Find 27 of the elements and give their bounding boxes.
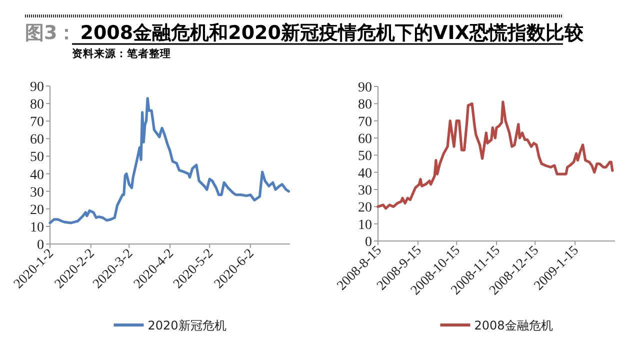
y-tick-label: 80 — [30, 98, 44, 113]
y-tick-label: 20 — [30, 202, 44, 218]
y-tick-label: 30 — [30, 185, 44, 200]
y-tick-label: 40 — [30, 168, 44, 183]
y-tick-label: 10 — [358, 218, 372, 233]
y-tick-label: 40 — [358, 166, 372, 182]
text: 资料来源：笔者整理 — [72, 47, 171, 60]
caption: 图3： — [25, 22, 76, 44]
y-tick-label: 50 — [358, 149, 372, 164]
y-tick-label: 60 — [358, 132, 372, 147]
legend-label: 2008金融危机 — [474, 318, 553, 332]
y-tick-label: 0 — [37, 238, 44, 253]
line-series — [376, 100, 614, 210]
y-tick-label: 30 — [358, 184, 372, 198]
line-series — [48, 96, 290, 224]
y-tick-label: 90 — [30, 80, 44, 95]
y-tick-label: 70 — [30, 115, 44, 130]
y-tick-label: 10 — [30, 220, 44, 236]
y-tick-label: 90 — [358, 80, 372, 96]
y-tick-label: 60 — [30, 132, 44, 148]
text: 2008金融危机和2020新冠疫情危机下的VIX恐慌指数比较 — [80, 22, 584, 44]
y-tick-label: 20 — [358, 200, 372, 216]
y-tick-label: 50 — [30, 150, 44, 166]
legend-label: 2020新冠危机 — [148, 318, 226, 332]
y-tick-label: 0 — [365, 235, 372, 250]
y-tick-label: 80 — [358, 98, 372, 113]
y-tick-label: 70 — [358, 114, 372, 130]
